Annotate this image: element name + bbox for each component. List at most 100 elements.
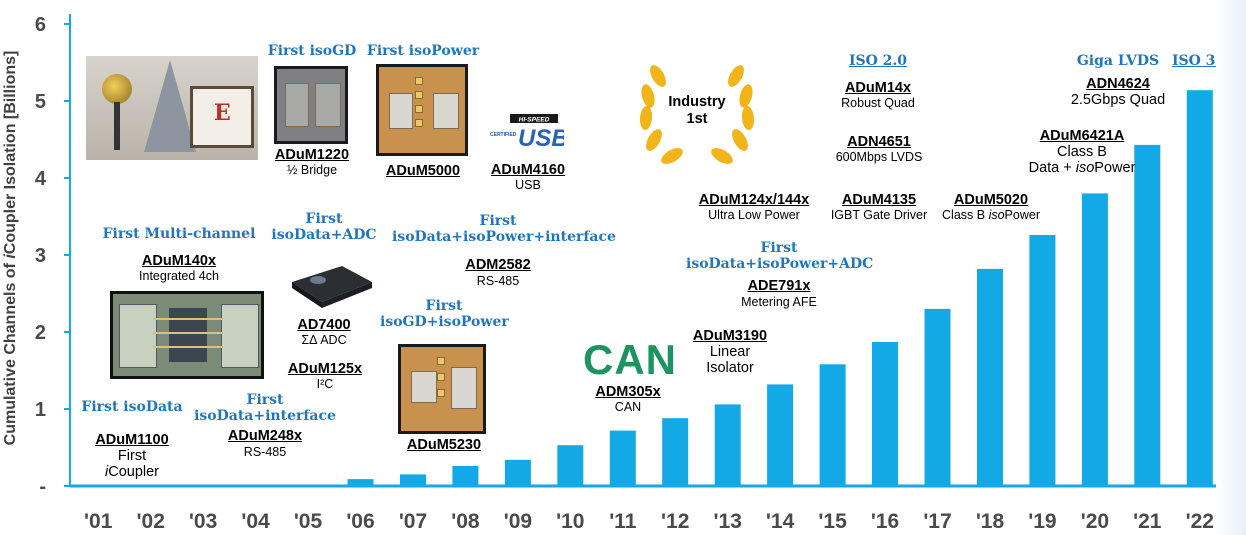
annotation-adum14x: ISO 2.0 ADuM14x Robust Quad <box>826 53 930 110</box>
annotation-heading: isoData+isoPower+ADC <box>686 255 874 272</box>
industry-first-badge: Industry 1st <box>668 94 726 127</box>
part-description: Metering AFE <box>741 294 817 309</box>
x-tick-label: '09 <box>504 510 532 533</box>
part-description: CAN <box>614 400 642 415</box>
usb-logo-icon: HI-SPEED CERTIFIED USB <box>488 112 569 152</box>
part-description: IGBT Gate Driver <box>830 208 928 223</box>
bar-13 <box>714 404 741 486</box>
part-number: ADuM4135 <box>841 192 917 208</box>
x-tick-label: '12 <box>661 510 689 533</box>
part-number: ADE791x <box>747 278 811 295</box>
part-number: ADN4651 <box>847 134 911 150</box>
annotation-heading: Giga LVDS <box>1076 53 1160 69</box>
x-tick-label: '07 <box>399 510 427 533</box>
bar-07 <box>400 474 426 486</box>
part-description: Linear <box>709 344 751 361</box>
x-tick-label: '18 <box>976 510 1005 533</box>
annotation-heading: First Multi-channel <box>102 226 256 242</box>
part-number: ADuM3190 <box>692 328 768 344</box>
part-description: I²C <box>316 377 334 392</box>
annotation-adm305x: ADM305x CAN <box>576 384 680 414</box>
x-tick-label: '06 <box>346 510 374 533</box>
part-description: 2.5Gbps Quad <box>1070 91 1166 108</box>
multichannel-chip-photo <box>110 291 264 379</box>
part-number: ADN4624 <box>1086 75 1150 92</box>
x-tick-label: '08 <box>451 510 480 533</box>
part-description: RS-485 <box>243 444 287 459</box>
part-description: Robust Quad <box>841 95 915 110</box>
y-tick-label: 5 <box>35 91 46 113</box>
annotation-adum5000: First isoPower <box>364 43 482 60</box>
annotation-heading: First <box>246 392 284 408</box>
part-number: ADuM5000 <box>385 163 461 179</box>
bar-18 <box>977 268 1003 486</box>
bar-19 <box>1029 235 1056 486</box>
x-tick-label: '02 <box>137 510 165 533</box>
part-number: ADuM1220 <box>274 147 350 163</box>
y-tick-label: 2 <box>35 322 46 344</box>
x-tick-label: '20 <box>1081 510 1109 533</box>
part-description: Class B <box>1057 144 1107 161</box>
annotation-heading: ISO 2.0 <box>848 53 908 69</box>
bar-08 <box>452 466 479 486</box>
x-tick-label: '15 <box>818 510 847 533</box>
part-description: iCoupler <box>104 464 159 481</box>
x-tick-label: '01 <box>84 510 113 533</box>
part-description: Ultra Low Power <box>708 208 800 223</box>
usb-logo-main: USB <box>518 125 564 152</box>
part-description: First <box>117 447 147 464</box>
annotation-adum1100: First isoData ADuM1100 First iCoupler <box>80 399 184 481</box>
annotation-adum125x: ADuM125x I²C <box>270 361 380 391</box>
annotation-heading: isoData+isoPower+interface <box>392 228 616 245</box>
part-description: 600Mbps LVDS <box>835 150 923 165</box>
part-number: ADM305x <box>595 384 661 400</box>
part-description: ΣΔ ADC <box>301 333 347 348</box>
bar-09 <box>504 459 531 486</box>
annotation-adn4651: ADN4651 600Mbps LVDS <box>820 134 938 164</box>
can-logo-icon: CAN <box>583 336 677 383</box>
x-tick-label: '19 <box>1028 510 1056 533</box>
annotation-adum1220: First isoGD <box>260 43 364 60</box>
bar-12 <box>662 418 689 486</box>
annotation-adum4160: ADuM4160 USB <box>476 162 580 192</box>
annotation-adum5000-part: ADuM5000 <box>364 163 482 179</box>
y-tick-label: 6 <box>35 14 46 36</box>
adum5000-chip-photo <box>376 64 468 156</box>
annotation-ad7400: First isoData+ADC <box>264 211 384 243</box>
part-number: ADuM1100 <box>95 431 169 448</box>
bar-10 <box>557 445 584 486</box>
annotation-adum5230-part: ADuM5230 <box>380 437 508 453</box>
y-tick-label: - <box>39 476 46 498</box>
x-tick-label: '17 <box>923 510 951 533</box>
x-tick-label: '03 <box>189 510 217 533</box>
annotation-heading: First isoData <box>81 399 183 415</box>
part-number: ADuM125x <box>287 361 363 377</box>
bar-15 <box>819 364 846 486</box>
x-tick-label: '21 <box>1133 510 1162 533</box>
adum5230-chip-photo <box>398 344 486 434</box>
part-number: ADuM124x/144x <box>698 192 810 208</box>
part-number: ADuM140x <box>141 252 217 269</box>
annotation-heading: First isoPower <box>366 43 480 59</box>
annotation-ade791x: First isoData+isoPower+ADC ADE791x Meter… <box>686 240 874 309</box>
part-description: USB <box>515 178 541 193</box>
x-tick-label: '05 <box>294 510 323 533</box>
annotation-adn4624: Giga LVDS ADN4624 2.5Gbps Quad <box>1066 53 1170 108</box>
annotation-heading: isoData+interface <box>194 407 336 424</box>
annotation-adum1220-part: ADuM1220 ½ Bridge <box>260 147 364 177</box>
annotation-heading: First <box>479 213 517 229</box>
x-tick-label: '16 <box>871 510 899 533</box>
bar-20 <box>1081 193 1108 486</box>
annotation-heading: First <box>760 240 798 256</box>
bar-22 <box>1186 90 1213 486</box>
annotation-adum5230: First isoGD+isoPower <box>380 298 509 330</box>
part-number: AD7400 <box>297 317 351 333</box>
x-tick-label: '10 <box>556 510 584 533</box>
annotation-adum4135: ADuM4135 IGBT Gate Driver <box>822 192 936 222</box>
annotation-heading: First isoGD <box>267 43 357 59</box>
annotation-adum124x: ADuM124x/144x Ultra Low Power <box>680 192 828 222</box>
bar-06 <box>347 479 374 486</box>
annotation-iso30: ISO 3.0 <box>1168 53 1234 70</box>
right-edge-fade <box>1216 0 1246 535</box>
